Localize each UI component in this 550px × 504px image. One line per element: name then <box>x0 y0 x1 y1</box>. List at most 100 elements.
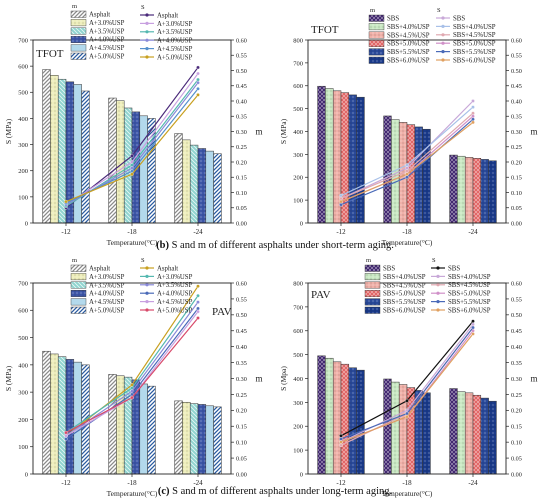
bar <box>480 159 489 224</box>
panel-label: TFOT <box>36 48 64 60</box>
bar <box>213 153 222 224</box>
bar <box>139 115 148 224</box>
chart-panel-3: 0 100 200 300 400 500 600 700 800 0.00 0.05 0.10 0.1… <box>279 257 538 498</box>
legend-swatch <box>70 306 87 314</box>
x-tick-label: -24 <box>193 228 203 236</box>
caption-c: (c) S and m of different asphalts under … <box>0 486 550 497</box>
line-point <box>471 117 475 122</box>
legend-line-marker <box>441 41 445 45</box>
y2-tick-label: 0.60 <box>236 37 247 44</box>
legend-label: A+4.5%USP <box>89 45 125 52</box>
legend-label: SBS+4.5%USP <box>448 282 491 289</box>
y2-tick-label: 0.35 <box>236 114 247 121</box>
bar <box>457 155 466 224</box>
x-axis-title: Temperature(°C) <box>382 238 433 247</box>
legend-swatch <box>70 264 87 272</box>
bar <box>348 367 357 475</box>
y2-tick-label: 0.40 <box>511 98 522 105</box>
bar <box>449 388 458 475</box>
y-tick-label: 300 <box>293 400 303 407</box>
legend-swatch <box>70 36 87 43</box>
y2-tick-label: 0.20 <box>236 159 247 166</box>
y2-tick-label: 0.10 <box>236 190 247 197</box>
y2-tick-label: 0.05 <box>236 455 247 462</box>
x-tick-label: -24 <box>468 228 478 236</box>
y-tick-label: 500 <box>18 90 28 97</box>
bar <box>488 160 497 224</box>
y-tick-label: 400 <box>293 129 303 136</box>
y2-tick-label: 0.25 <box>236 144 247 151</box>
y2-tick-label: 0.30 <box>511 376 522 383</box>
bar <box>42 350 51 475</box>
legend-bar-header: m <box>370 7 375 14</box>
legend-swatch <box>368 48 385 56</box>
legend-label: SBS+5.0%USP <box>383 291 426 298</box>
bar <box>332 361 342 475</box>
legend-line-marker <box>441 16 445 20</box>
bar <box>147 385 156 475</box>
y2-tick-label: 0.15 <box>236 424 247 431</box>
x-tick-label: -12 <box>336 479 346 487</box>
y2-tick-label: 0.00 <box>236 220 247 227</box>
y2-axis-title: m <box>530 127 537 137</box>
y-axis-title: S (MPa) <box>4 365 13 391</box>
y2-tick-label: 0.30 <box>236 129 247 136</box>
y-axis-title: S (MPa) <box>4 118 13 144</box>
y-tick-label: 400 <box>18 362 28 369</box>
y-tick-label: 700 <box>293 304 303 311</box>
legend-label: A+3.0%USP <box>89 274 125 281</box>
legend-label: A+5.0%USP <box>157 54 193 61</box>
legend-line-marker <box>145 291 149 295</box>
legend-label: SBS+6.0%USP <box>453 57 496 64</box>
legend-label: Asphalt <box>89 12 110 19</box>
bar <box>189 144 199 224</box>
bar <box>348 94 357 224</box>
line-point <box>339 437 343 441</box>
y-tick-label: 300 <box>18 390 28 397</box>
caption-c-label: (c) <box>157 486 170 497</box>
legend-line-marker <box>441 58 445 62</box>
legend-label: SBS <box>448 265 460 272</box>
bar <box>182 139 191 224</box>
line-point <box>471 99 475 103</box>
y2-tick-label: 0.05 <box>511 455 522 462</box>
legend-line-marker <box>436 274 440 278</box>
bar <box>81 90 90 224</box>
chart-panel-1: 0 100 200 300 400 500 600 700 800 0.00 0.05 0.10 0.1… <box>279 7 538 247</box>
y2-tick-label: 0.45 <box>511 328 522 335</box>
line-point <box>196 309 200 314</box>
y2-tick-label: 0.55 <box>236 296 247 303</box>
bar <box>174 400 183 475</box>
line-point <box>130 172 134 176</box>
legend-line-marker <box>145 283 149 287</box>
legend-label: SBS+4.0%USP <box>383 274 426 281</box>
x-tick-label: -18 <box>402 228 412 236</box>
line-point <box>339 202 343 207</box>
x-tick-label: -18 <box>127 479 137 487</box>
y2-tick-label: 0.25 <box>511 144 522 151</box>
y2-tick-label: 0.55 <box>511 53 522 60</box>
line-point <box>405 399 409 403</box>
chart-panel-0: 0 100 200 300 400 500 600 700 0.00 0.05 0.10 0.15 0.… <box>4 3 263 247</box>
line-point <box>196 284 200 288</box>
line-point <box>405 414 409 419</box>
y-tick-label: 500 <box>18 335 28 342</box>
bar <box>414 126 423 224</box>
legend-label: A+3.5%USP <box>157 282 193 289</box>
legend-line-marker <box>145 266 149 270</box>
bar <box>356 96 365 224</box>
bar <box>108 97 117 224</box>
legend-bar-header: m <box>366 257 371 264</box>
legend-label: A+5.0%USP <box>89 54 125 61</box>
y2-tick-label: 0.45 <box>236 328 247 335</box>
legend-line-marker <box>145 274 149 278</box>
bar <box>325 88 334 224</box>
line-point <box>471 332 475 336</box>
legend-line-header: S <box>141 257 145 264</box>
legend-label: SBS+6.0%USP <box>387 58 430 65</box>
bar <box>182 401 191 475</box>
legend-line-marker <box>145 47 149 51</box>
y2-tick-label: 0.25 <box>511 392 522 399</box>
y-tick-label: 200 <box>18 168 28 175</box>
